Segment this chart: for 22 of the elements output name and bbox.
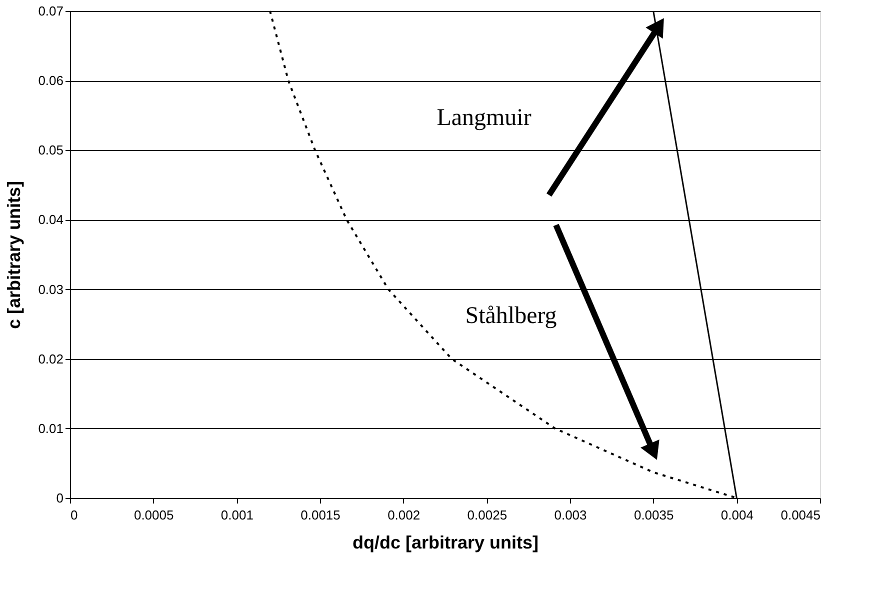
annotation: Langmuir: [436, 105, 532, 131]
x-tick-label: 0.0045: [780, 508, 820, 522]
y-tick-label: 0: [56, 490, 64, 506]
y-axis-title: c [arbitrary units]: [4, 180, 24, 330]
x-tick-label: 0.004: [720, 508, 754, 522]
x-tick-label: 0.003: [554, 508, 587, 522]
x-tick-label: 0: [70, 508, 78, 522]
x-axis-title: dq/dc [arbitrary units]: [352, 532, 539, 552]
y-tick-label: 0.01: [38, 420, 64, 436]
x-tick-label: 0.0005: [134, 508, 174, 522]
annotation: Ståhlberg: [465, 303, 557, 329]
y-tick-label: 0.05: [38, 142, 64, 158]
x-tick-label: 0.002: [388, 508, 420, 522]
y-tick-label: 0.07: [38, 4, 64, 18]
y-tick-label: 0.06: [38, 73, 64, 88]
x-tick-label: 0.0015: [300, 508, 340, 522]
y-tick-label: 0.03: [38, 282, 64, 297]
y-tick-label: 0.04: [38, 212, 64, 228]
x-tick-label: 0.001: [220, 508, 254, 522]
x-tick-label: 0.0035: [634, 508, 674, 522]
x-tick-label: 0.0025: [467, 508, 508, 522]
y-tick-label: 0.02: [38, 351, 64, 366]
